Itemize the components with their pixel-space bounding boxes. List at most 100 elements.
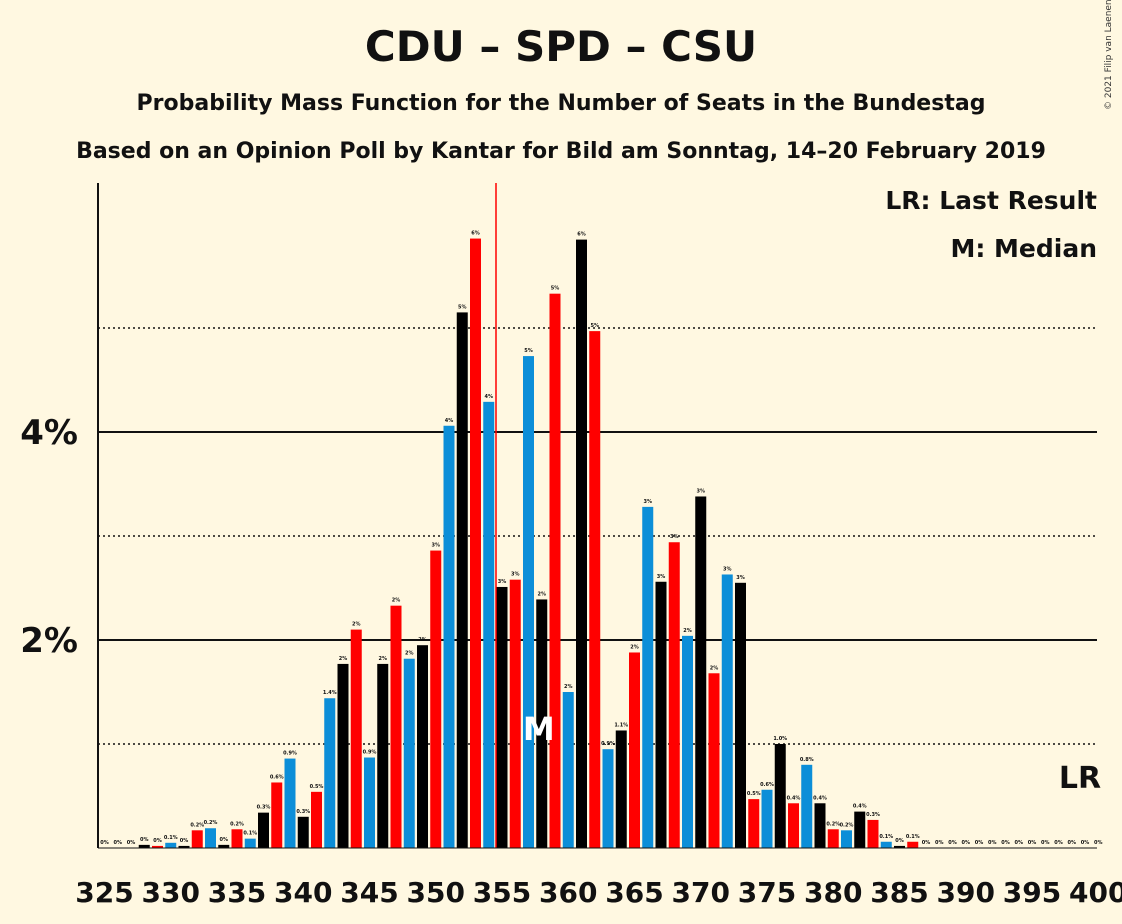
bar-label-391: 0%	[975, 840, 984, 846]
x-tick-label: 390	[937, 876, 995, 909]
bar-label-353: 6%	[471, 231, 480, 237]
bar-label-360: 2%	[564, 684, 573, 690]
x-tick-label: 370	[672, 876, 730, 909]
bar-label-336: 0.1%	[243, 831, 257, 837]
legend-last-result: LR: Last Result	[885, 186, 1097, 215]
bar-label-377: 0.4%	[787, 795, 801, 801]
bar-seat-361	[576, 239, 587, 849]
bar-label-398: 0%	[1068, 840, 1077, 846]
bar-label-374: 0.5%	[747, 791, 761, 797]
bar-seat-364	[615, 730, 627, 848]
bar-label-390: 0%	[962, 840, 971, 846]
bar-seat-357	[523, 356, 534, 848]
bar-label-343: 2%	[339, 656, 348, 662]
bar-label-364: 1.1%	[614, 722, 628, 728]
bar-seat-355	[496, 586, 508, 848]
y-tick-label: 4%	[20, 413, 78, 453]
bar-seat-343	[337, 663, 349, 848]
bar-label-347: 2%	[392, 598, 401, 604]
x-tick-label: 345	[340, 876, 398, 909]
bar-label-387: 0%	[922, 840, 931, 846]
x-tick-label: 360	[539, 876, 597, 909]
y-tick-label: 2%	[20, 621, 78, 661]
bar-seat-328	[138, 844, 150, 848]
bar-label-330: 0.1%	[164, 835, 178, 841]
x-tick-label: 380	[804, 876, 862, 909]
axes	[97, 183, 1097, 849]
bar-label-351: 4%	[445, 418, 454, 424]
bar-label-372: 3%	[723, 566, 732, 572]
bar-label-400: 0%	[1094, 840, 1103, 846]
bar-seat-351	[443, 425, 455, 848]
bar-label-357: 5%	[524, 348, 533, 354]
bar-label-328: 0%	[140, 837, 149, 843]
chart-title: CDU – SPD – CSU	[364, 22, 758, 71]
bar-label-325: 0%	[100, 840, 109, 846]
bar-label-350: 3%	[432, 543, 441, 549]
bar-label-348: 2%	[405, 651, 414, 657]
bar-label-381: 0.2%	[840, 822, 854, 828]
bar-label-393: 0%	[1001, 840, 1010, 846]
bar-seat-340	[297, 816, 309, 848]
bar-seat-369	[682, 635, 693, 848]
bar-seat-383	[867, 819, 879, 848]
bar-label-342: 1.4%	[323, 690, 337, 696]
bar-seat-332	[191, 830, 203, 848]
bar-seat-360	[562, 692, 574, 848]
bar-seat-363	[602, 749, 614, 848]
chart-subtitle-source: Based on an Opinion Poll by Kantar for B…	[76, 139, 1046, 164]
tick-labels: 325 330 335 340 345 350 355 360 365 370 375 380 385 3…	[20, 413, 1122, 909]
bar-label-329: 0%	[153, 838, 162, 844]
bar-seat-330	[165, 842, 177, 848]
bar-label-352: 5%	[458, 304, 467, 310]
bar-seat-375	[761, 789, 773, 848]
bar-label-365: 2%	[630, 644, 639, 650]
bar-seat-358	[536, 599, 548, 848]
chart-subtitle: Probability Mass Function for the Number…	[136, 91, 986, 116]
bar-label-394: 0%	[1015, 840, 1024, 846]
bar-seat-347	[390, 605, 402, 848]
bar-label-367: 3%	[657, 574, 666, 580]
bar-label-355: 3%	[498, 579, 507, 585]
bar-label-335: 0.2%	[230, 821, 244, 827]
x-tick-label: 355	[473, 876, 531, 909]
bar-seat-385	[894, 845, 905, 848]
bar-seat-339	[284, 758, 296, 848]
bar-label-389: 0%	[948, 840, 957, 846]
bar-label-362: 5%	[591, 323, 600, 329]
bar-label-397: 0%	[1054, 840, 1063, 846]
x-tick-label: 365	[605, 876, 663, 909]
bar-label-333: 0.2%	[204, 820, 218, 826]
bar-label-384: 0.1%	[879, 834, 893, 840]
bars	[138, 183, 919, 849]
bar-seat-378	[801, 764, 813, 848]
bar-label-386: 0.1%	[906, 834, 920, 840]
bar-seat-335	[231, 829, 243, 848]
x-tick-label: 395	[1003, 876, 1061, 909]
x-tick-label: 340	[274, 876, 332, 909]
x-tick-label: 330	[142, 876, 200, 909]
bar-label-349: 2%	[418, 637, 427, 643]
x-tick-label: 400	[1069, 876, 1122, 909]
bar-label-371: 2%	[710, 665, 719, 671]
bar-label-344: 2%	[352, 622, 361, 628]
bar-seat-338	[271, 782, 283, 848]
bar-label-378: 0.8%	[800, 757, 814, 763]
bar-label-358: 2%	[538, 591, 547, 597]
bar-seat-370	[695, 496, 707, 848]
bar-label-380: 0.2%	[826, 821, 840, 827]
bar-label-383: 0.3%	[866, 812, 880, 818]
bar-seat-354	[483, 401, 495, 848]
bar-seat-380	[827, 829, 839, 848]
bar-label-368: 3%	[670, 534, 679, 540]
bar-label-337: 0.3%	[257, 805, 271, 811]
bar-seat-379	[814, 803, 826, 848]
bar-label-388: 0%	[935, 840, 944, 846]
bar-seat-349	[417, 645, 428, 848]
bar-seat-381	[841, 830, 852, 848]
bar-label-327: 0%	[127, 840, 136, 846]
bar-seat-356	[509, 579, 521, 848]
bar-label-382: 0.4%	[853, 804, 867, 810]
bar-value-labels: 0% 0% 0%0% 0%0.1%0%0.2% 0.2%0%0.2%0.1%0.3%0.…	[100, 231, 1102, 846]
